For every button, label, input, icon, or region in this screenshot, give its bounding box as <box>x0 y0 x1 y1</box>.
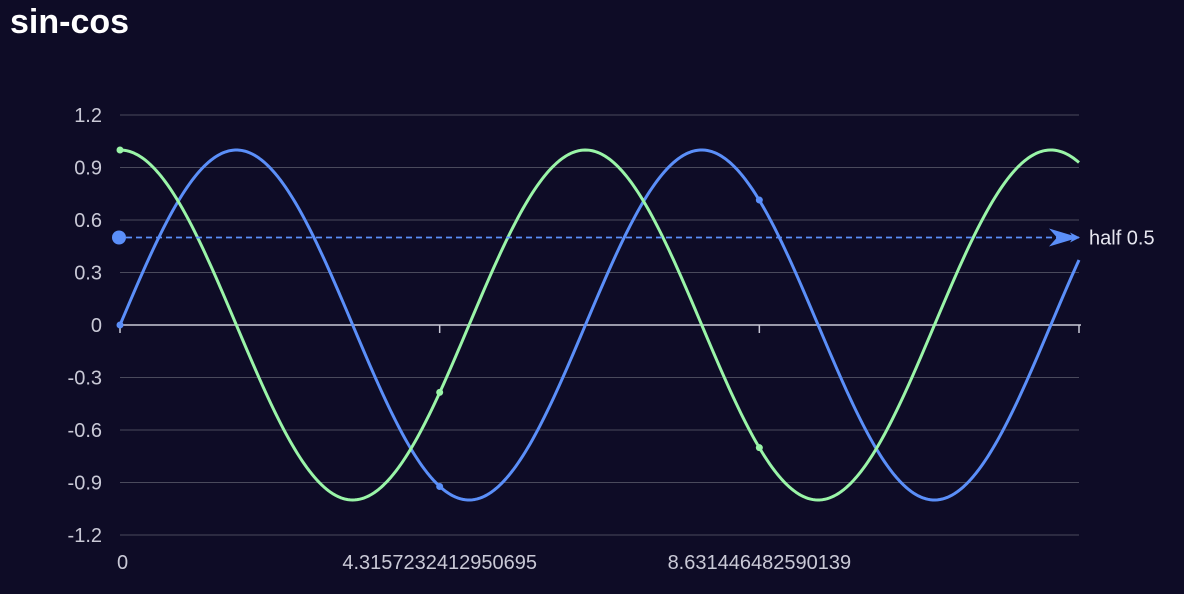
series-line-cos <box>119 148 1080 502</box>
series-point-sin <box>116 321 124 329</box>
y-tick-label: 1.2 <box>74 105 102 127</box>
series-point-cos <box>436 388 444 396</box>
markline-arrow-head <box>1049 228 1079 247</box>
series-line-sin <box>118 148 1081 502</box>
y-tick-label: -1.2 <box>68 525 102 547</box>
y-tick-label: -0.6 <box>68 420 102 442</box>
x-tick-label: 0 <box>117 552 128 574</box>
grid-layer <box>120 114 1079 536</box>
y-tick-label: 0.6 <box>74 210 102 232</box>
y-tick-label: 0.9 <box>74 158 102 180</box>
y-tick-label: -0.9 <box>68 473 102 495</box>
axis-layer: 1.2 0.9 0.6 0.3 0 -0.3 -0.6 -0.9 -1.2 0 4.31572324… <box>68 105 1081 574</box>
y-tick-label: 0 <box>91 315 102 337</box>
series-point-sin <box>755 196 763 204</box>
x-tick-label: 8.631446482590139 <box>668 552 852 574</box>
y-tick-label: -0.3 <box>68 368 102 390</box>
series-layer <box>116 146 1081 502</box>
markline-start-dot <box>112 230 126 245</box>
markline-layer: half 0.5 <box>112 228 1155 250</box>
series-point-cos <box>116 146 124 154</box>
markline-label: half 0.5 <box>1089 228 1155 250</box>
series-point-cos <box>755 444 763 452</box>
y-tick-label: 0.3 <box>74 263 102 285</box>
series-point-sin <box>436 483 444 491</box>
x-tick-label: 4.3157232412950695 <box>342 552 537 574</box>
chart-title: sin-cos <box>10 3 130 41</box>
